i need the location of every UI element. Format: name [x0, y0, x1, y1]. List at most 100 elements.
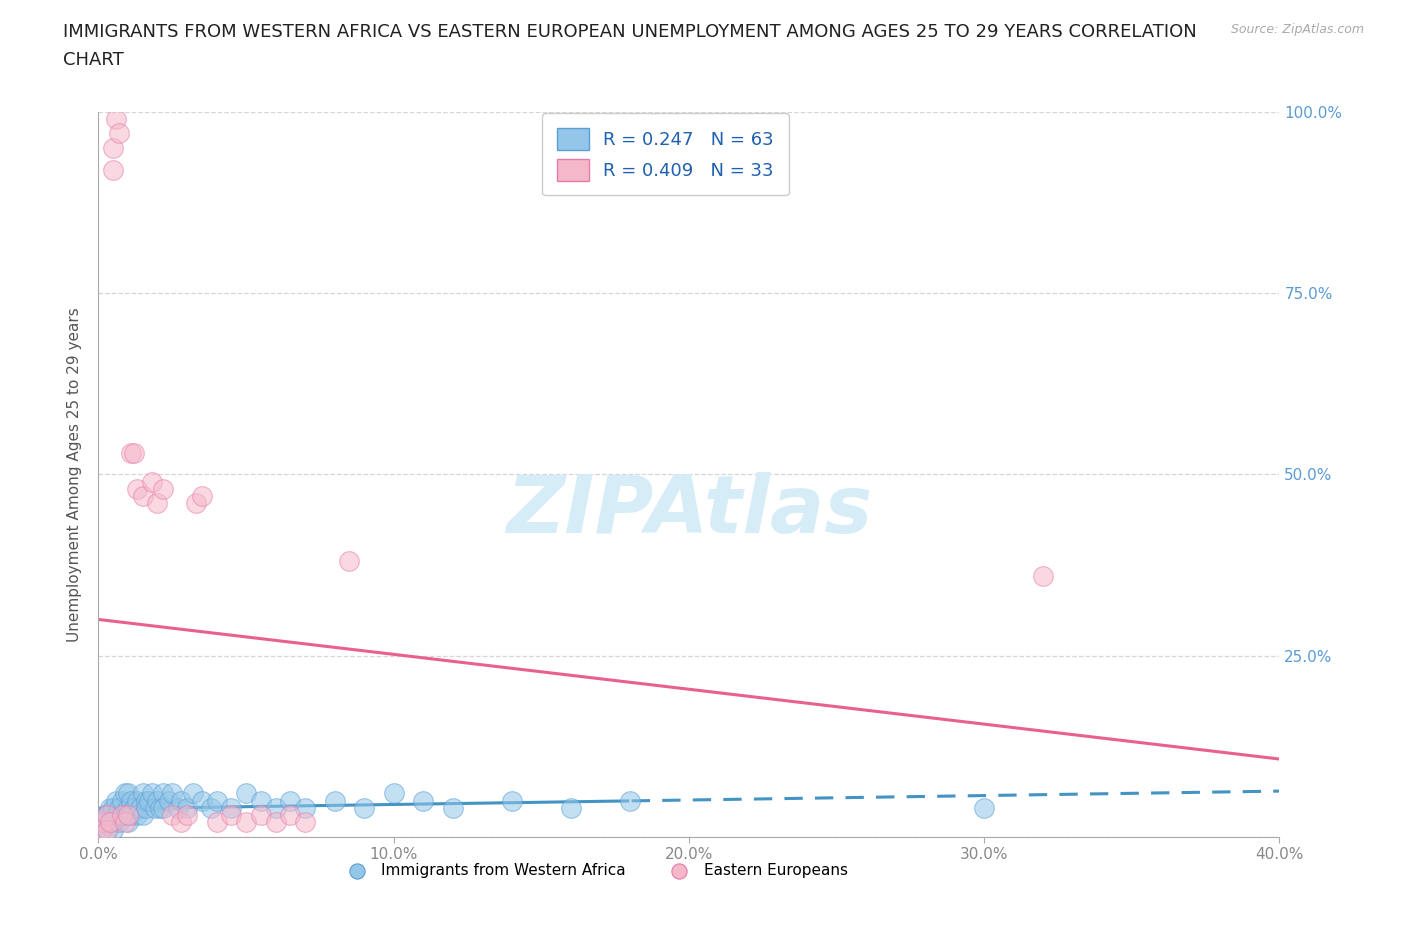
Point [90, 822, 112, 837]
Point [114, 808, 136, 823]
Point [619, 793, 641, 808]
Point [108, 815, 131, 830]
Point [191, 488, 214, 503]
Point [221, 801, 243, 816]
Point [205, 793, 228, 808]
Point [205, 815, 228, 830]
Point [125, 482, 148, 497]
Point [135, 793, 157, 808]
Point [93, 815, 115, 830]
Point [176, 801, 198, 816]
Point [105, 808, 128, 823]
Point [103, 822, 125, 837]
Point [353, 801, 375, 816]
Legend: Immigrants from Western Africa, Eastern Europeans: Immigrants from Western Africa, Eastern … [335, 857, 853, 884]
Point [90, 822, 112, 837]
Point [560, 801, 582, 816]
Point [125, 808, 148, 823]
Point [103, 801, 125, 816]
Text: IMMIGRANTS FROM WESTERN AFRICA VS EASTERN EUROPEAN UNEMPLOYMENT AMONG AGES 25 TO: IMMIGRANTS FROM WESTERN AFRICA VS EASTER… [63, 23, 1197, 41]
Point [135, 801, 157, 816]
Point [162, 786, 183, 801]
Point [294, 801, 316, 816]
Point [235, 786, 257, 801]
Point [120, 445, 142, 460]
Point [108, 801, 131, 816]
Point [103, 162, 125, 177]
Point [117, 801, 139, 816]
Point [152, 801, 174, 816]
Point [501, 793, 523, 808]
Point [167, 801, 190, 816]
Point [105, 793, 128, 808]
Point [264, 815, 287, 830]
Y-axis label: Unemployment Among Ages 25 to 29 years: Unemployment Among Ages 25 to 29 years [67, 307, 83, 642]
Point [152, 786, 174, 801]
Point [280, 793, 302, 808]
Point [117, 815, 139, 830]
Point [132, 488, 155, 503]
Point [108, 126, 131, 140]
Point [120, 793, 142, 808]
Point [181, 786, 204, 801]
Point [105, 112, 128, 126]
Point [250, 793, 273, 808]
Point [132, 808, 155, 823]
Point [98, 801, 121, 816]
Text: Source: ZipAtlas.com: Source: ZipAtlas.com [1230, 23, 1364, 36]
Point [200, 801, 222, 816]
Point [143, 801, 166, 816]
Text: ZIPAtlas: ZIPAtlas [506, 472, 872, 550]
Point [294, 815, 316, 830]
Point [103, 815, 125, 830]
Point [96, 822, 118, 837]
Point [98, 815, 121, 830]
Point [93, 808, 115, 823]
Point [170, 793, 193, 808]
Point [117, 786, 139, 801]
Point [122, 801, 145, 816]
Point [221, 808, 243, 823]
Point [141, 474, 163, 489]
Point [146, 793, 169, 808]
Point [96, 808, 118, 823]
Point [114, 815, 136, 830]
Point [111, 808, 134, 823]
Point [184, 496, 207, 511]
Point [339, 554, 361, 569]
Point [111, 793, 134, 808]
Point [280, 808, 302, 823]
Point [1032, 568, 1054, 583]
Point [250, 808, 273, 823]
Point [441, 801, 464, 816]
Text: CHART: CHART [63, 51, 124, 69]
Point [157, 793, 180, 808]
Point [973, 801, 995, 816]
Point [412, 793, 434, 808]
Point [152, 482, 174, 497]
Point [122, 445, 145, 460]
Point [96, 808, 118, 823]
Point [138, 793, 160, 808]
Point [149, 801, 172, 816]
Point [125, 793, 148, 808]
Point [235, 815, 257, 830]
Point [128, 801, 150, 816]
Point [132, 786, 155, 801]
Point [90, 815, 112, 830]
Point [114, 786, 136, 801]
Point [176, 808, 198, 823]
Point [98, 815, 121, 830]
Point [103, 140, 125, 155]
Point [117, 808, 139, 823]
Point [93, 815, 115, 830]
Point [382, 786, 405, 801]
Point [120, 808, 142, 823]
Point [141, 786, 163, 801]
Point [191, 793, 214, 808]
Point [96, 822, 118, 837]
Point [170, 815, 193, 830]
Point [162, 808, 183, 823]
Point [111, 808, 134, 823]
Point [323, 793, 346, 808]
